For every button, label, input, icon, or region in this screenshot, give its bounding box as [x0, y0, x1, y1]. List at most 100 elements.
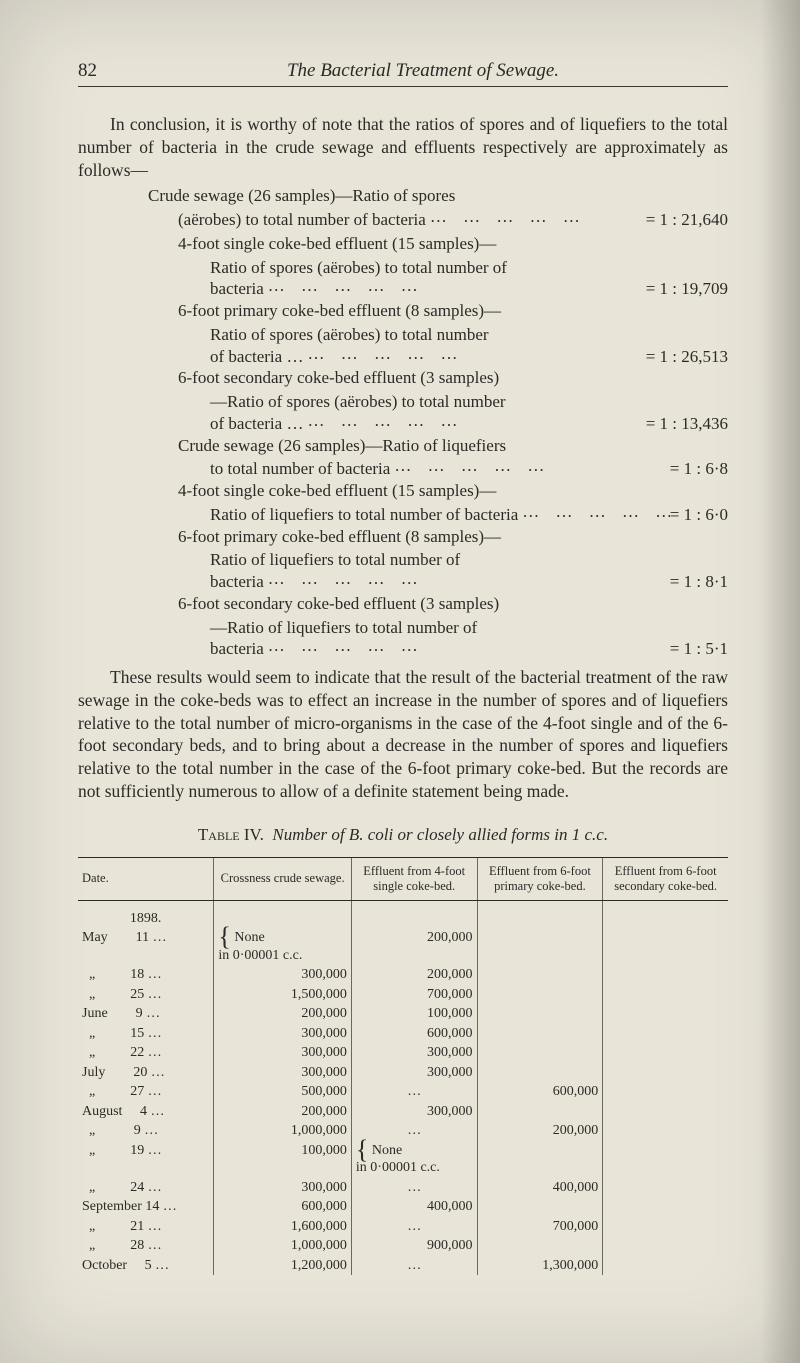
cell-crossness: 300,000 [214, 1024, 352, 1044]
cell-crossness: 200,000 [214, 1102, 352, 1122]
cell-date: „ 21 … [78, 1217, 214, 1237]
cell-6ft-primary: 200,000 [477, 1121, 603, 1141]
running-title: The Bacterial Treatment of Sewage. [118, 60, 728, 82]
table-row: May 11 …{ Nonein 0·00001 c.c.200,000 [78, 928, 728, 965]
col-eff4: Effluent from 4-foot single coke-bed. [351, 857, 477, 900]
cell-6ft-primary [477, 1102, 603, 1122]
cell-crossness: 300,000 [214, 1063, 352, 1083]
cell-4ft: … [351, 1082, 477, 1102]
table-header-row: Date. Crossness crude sewage. Effluent f… [78, 857, 728, 900]
cell-crossness: 1,000,000 [214, 1236, 352, 1256]
year-cell: 1898. [78, 909, 214, 929]
leader-dots: … … … … … [303, 343, 645, 365]
leader-dots: … … … … … [518, 501, 670, 523]
page-content: 82 The Bacterial Treatment of Sewage. In… [78, 60, 728, 1275]
cell-4ft: 200,000 [351, 928, 477, 965]
ratio-value: = 1 : 5·1 [670, 638, 728, 660]
table-row: „ 18 …300,000200,000 [78, 965, 728, 985]
cell-6ft-secondary [603, 1024, 728, 1044]
cell-6ft-primary [477, 1063, 603, 1083]
data-table: Date. Crossness crude sewage. Effluent f… [78, 857, 728, 1276]
cell-crossness: 1,500,000 [214, 985, 352, 1005]
table-row: „ 24 …300,000…400,000 [78, 1178, 728, 1198]
cell-date: May 11 … [78, 928, 214, 965]
cell-4ft: 300,000 [351, 1063, 477, 1083]
cell-crossness: { Nonein 0·00001 c.c. [214, 928, 352, 965]
cell-4ft: 700,000 [351, 985, 477, 1005]
cell-crossness: 300,000 [214, 1043, 352, 1063]
ratio-label: Crude sewage (26 samples)—Ratio of lique… [178, 435, 506, 457]
cell-crossness: 300,000 [214, 1178, 352, 1198]
ratio-cont: to total number of bacteria… … … … …= 1 … [210, 458, 728, 480]
cell-6ft-secondary [603, 1043, 728, 1063]
cell-date: June 9 … [78, 1004, 214, 1024]
cell-6ft-secondary [603, 1256, 728, 1276]
cell-4ft: { Nonein 0·00001 c.c. [351, 1141, 477, 1178]
intro-paragraph: In conclusion, it is worthy of note that… [78, 113, 728, 181]
cell-4ft: 400,000 [351, 1197, 477, 1217]
col-date: Date. [78, 857, 214, 900]
cell-date: September 14 … [78, 1197, 214, 1217]
cell-6ft-secondary [603, 1178, 728, 1198]
table-row: September 14 …600,000400,000 [78, 1197, 728, 1217]
table-row: June 9 …200,000100,000 [78, 1004, 728, 1024]
table-row: October 5 …1,200,000…1,300,000 [78, 1256, 728, 1276]
cell-6ft-primary [477, 1141, 603, 1178]
col-eff6p: Effluent from 6-foot primary coke-bed. [477, 857, 603, 900]
cell-6ft-secondary [603, 928, 728, 965]
table-caption-prefix: Table IV. [198, 825, 264, 844]
cell-date: „ 24 … [78, 1178, 214, 1198]
ratio-cont: of bacteria …… … … … …= 1 : 13,436 [210, 413, 728, 435]
table-row: July 20 …300,000300,000 [78, 1063, 728, 1083]
page-number: 82 [78, 60, 118, 82]
cell-crossness: 1,200,000 [214, 1256, 352, 1276]
cell-6ft-secondary [603, 1121, 728, 1141]
cell-date: „ 22 … [78, 1043, 214, 1063]
table-caption-rest: Number of B. coli or closely allied form… [272, 825, 608, 844]
cell-4ft: … [351, 1217, 477, 1237]
ratio-value: = 1 : 6·0 [670, 504, 728, 526]
ratio-value: = 1 : 26,513 [646, 346, 728, 368]
table-row: „ 27 …500,000…600,000 [78, 1082, 728, 1102]
leader-dots: … … … … … [264, 275, 646, 297]
cell-4ft: 900,000 [351, 1236, 477, 1256]
cell-date: „ 18 … [78, 965, 214, 985]
page-header: 82 The Bacterial Treatment of Sewage. [78, 60, 728, 87]
cell-6ft-primary: 1,300,000 [477, 1256, 603, 1276]
cell-6ft-secondary [603, 1063, 728, 1083]
cell-6ft-secondary [603, 1004, 728, 1024]
cell-6ft-primary [477, 1197, 603, 1217]
ratio-label: 6-foot primary coke-bed effluent (8 samp… [178, 300, 501, 322]
cell-4ft: … [351, 1121, 477, 1141]
cell-4ft: 300,000 [351, 1043, 477, 1063]
cell-date: October 5 … [78, 1256, 214, 1276]
ratio-cont: of bacteria …… … … … …= 1 : 26,513 [210, 346, 728, 368]
cell-date: „ 19 … [78, 1141, 214, 1178]
table-row: „ 15 …300,000600,000 [78, 1024, 728, 1044]
cell-6ft-secondary [603, 1141, 728, 1178]
table-row: „ 28 …1,000,000900,000 [78, 1236, 728, 1256]
cell-6ft-primary: 600,000 [477, 1082, 603, 1102]
ratio-cont: bacteria… … … … …= 1 : 8·1 [210, 571, 728, 593]
cell-6ft-secondary [603, 1236, 728, 1256]
cell-6ft-primary [477, 1024, 603, 1044]
cell-crossness: 100,000 [214, 1141, 352, 1178]
cell-4ft: 300,000 [351, 1102, 477, 1122]
ratio-label: (aërobes) to total number of bacteria [178, 209, 426, 231]
ratio-value: = 1 : 21,640 [646, 209, 728, 231]
cell-crossness: 300,000 [214, 965, 352, 985]
ratio-cont: Ratio of liquefiers to total number of b… [210, 504, 728, 526]
leader-dots: … … … … … [390, 455, 669, 477]
cell-6ft-primary [477, 1004, 603, 1024]
table-caption: Table IV. Number of B. coli or closely a… [78, 825, 728, 845]
ratio-heading: Crude sewage (26 samples)—Ratio of spore… [148, 185, 728, 207]
ratio-label: 6-foot secondary coke-bed effluent (3 sa… [178, 367, 499, 389]
cell-6ft-primary [477, 965, 603, 985]
ratio-value: = 1 : 6·8 [670, 458, 728, 480]
table-row: „ 9 …1,000,000…200,000 [78, 1121, 728, 1141]
cell-6ft-secondary [603, 1102, 728, 1122]
cell-6ft-primary [477, 1043, 603, 1063]
cell-date: „ 25 … [78, 985, 214, 1005]
cell-4ft: 600,000 [351, 1024, 477, 1044]
cell-6ft-primary [477, 985, 603, 1005]
